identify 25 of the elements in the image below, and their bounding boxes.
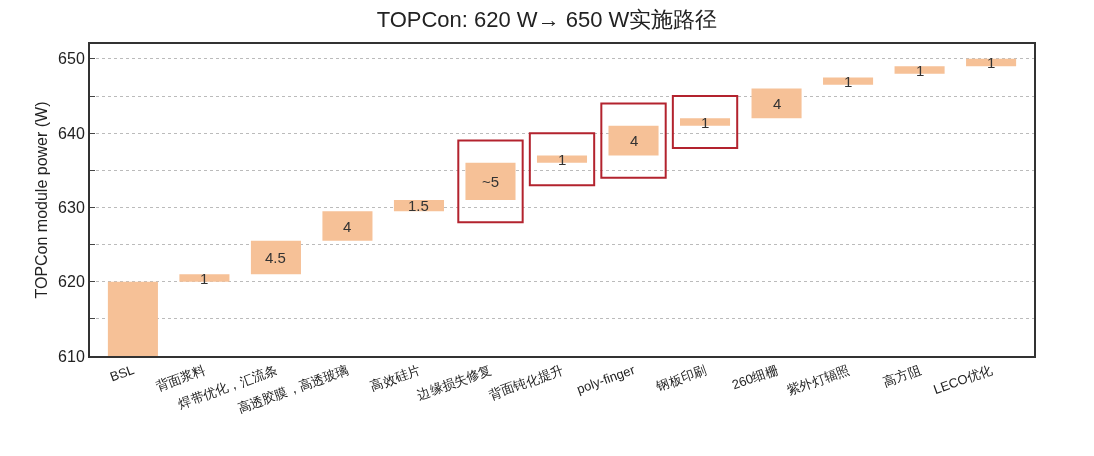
y-tick-label: 620 (58, 273, 85, 291)
x-tick-label: LECO优化 (931, 361, 995, 398)
x-tick-label: 钢板印刷 (653, 361, 709, 395)
data-label: 1 (916, 62, 925, 79)
x-tick-label: 高方阻 (881, 361, 923, 390)
data-label: 1.5 (408, 197, 429, 214)
data-label: 1 (558, 151, 567, 168)
data-label: 4 (343, 218, 352, 235)
y-tick-label: 650 (58, 50, 85, 68)
y-tick-label: 610 (58, 347, 85, 365)
x-tick-label: 260细栅 (729, 361, 780, 393)
data-label: 4 (773, 95, 782, 112)
data-label: 1 (844, 73, 853, 90)
data-label: 1 (987, 54, 996, 71)
data-label: 4.5 (265, 249, 286, 266)
x-tick-label: BSL (107, 361, 137, 385)
y-axis-title: TOPCon module power (W) (33, 101, 50, 299)
x-tick-label: 紫外灯辐照 (785, 361, 852, 399)
data-label: 1 (701, 114, 710, 131)
chart-title: TOPCon: 620 W→ 650 W实施路径 (376, 6, 718, 32)
data-label: 4 (630, 132, 639, 149)
y-tick-label: 630 (58, 199, 85, 217)
data-label: 1 (200, 270, 209, 287)
data-label: ~5 (482, 173, 500, 190)
y-tick-label: 640 (58, 124, 85, 142)
